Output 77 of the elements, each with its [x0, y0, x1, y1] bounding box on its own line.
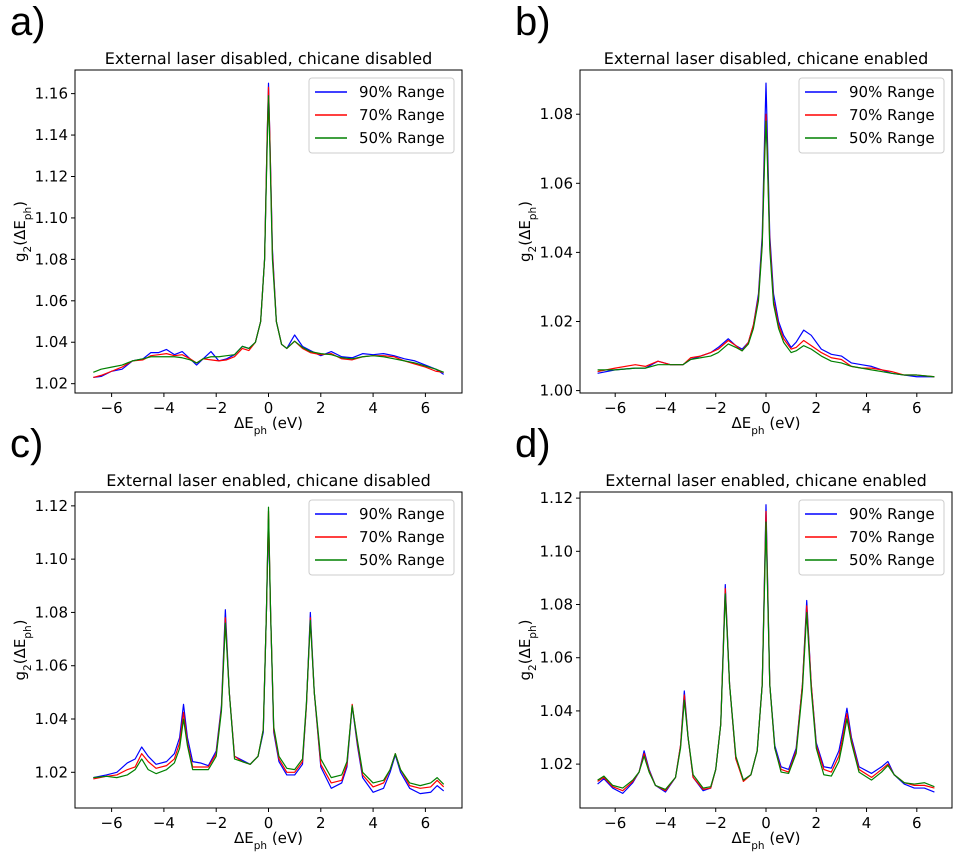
chart-title: External laser enabled, chicane enabled — [605, 471, 927, 490]
x-tick-label: −6 — [604, 399, 626, 417]
x-tick-label: −4 — [152, 814, 175, 832]
legend-label: 90% Range — [359, 83, 445, 101]
legend-label: 70% Range — [359, 106, 445, 124]
y-tick-label: 1.04 — [540, 702, 573, 720]
y-tick-label: 1.06 — [34, 292, 68, 310]
x-tick-label: 6 — [912, 399, 922, 417]
x-tick-label: 2 — [811, 814, 822, 832]
x-tick-label: −6 — [100, 399, 123, 417]
text: b) — [515, 0, 551, 44]
x-tick-label: 0 — [264, 814, 274, 832]
y-tick-label: 1.02 — [34, 763, 68, 782]
legend-label: 90% Range — [849, 505, 935, 523]
y-tick-label: 1.10 — [540, 542, 573, 560]
x-tick-label: 4 — [368, 399, 378, 417]
x-tick-label: 4 — [862, 399, 872, 417]
x-tick-label: 0 — [264, 399, 274, 417]
x-tick-label: −2 — [205, 814, 228, 832]
x-tick-label: 2 — [811, 399, 822, 417]
y-tick-label: 1.12 — [540, 489, 573, 508]
y-tick-label: 1.14 — [34, 126, 68, 144]
text: c) — [10, 422, 44, 466]
y-tick-label: 1.10 — [34, 208, 68, 227]
x-tick-label: 6 — [420, 814, 430, 832]
x-axis-title: ΔE$_{ph}$ (eV) — [731, 829, 801, 852]
x-tick-label: 6 — [912, 814, 922, 832]
legend-label: 50% Range — [359, 129, 445, 147]
x-tick-label: 4 — [368, 814, 378, 832]
y-tick-label: 1.12 — [34, 496, 68, 515]
x-tick-label: 2 — [316, 814, 326, 832]
legend-label: 50% Range — [849, 129, 935, 147]
text: a) — [10, 0, 46, 44]
y-tick-label: 1.16 — [34, 84, 68, 103]
y-tick-label: 1.08 — [34, 250, 68, 268]
x-tick-label: 4 — [862, 814, 872, 832]
x-axis-title: ΔE$_{ph}$ (eV) — [731, 414, 801, 437]
y-tick-label: 1.12 — [34, 167, 68, 186]
y-tick-label: 1.08 — [34, 603, 68, 622]
x-tick-label: −2 — [205, 399, 228, 417]
legend-label: 90% Range — [849, 83, 935, 101]
y-tick-label: 1.02 — [34, 374, 68, 393]
text: d) — [515, 422, 551, 466]
chart-title: External laser disabled, chicane disabled — [104, 49, 432, 68]
x-tick-label: 0 — [761, 814, 771, 832]
legend-label: 50% Range — [359, 551, 445, 569]
x-axis-title: ΔE$_{ph}$ (eV) — [234, 414, 304, 437]
y-tick-label: 1.02 — [540, 312, 573, 330]
legend-label: 70% Range — [849, 106, 935, 124]
legend-label: 70% Range — [849, 528, 935, 546]
y-tick-label: 1.04 — [540, 243, 573, 262]
y-tick-label: 1.02 — [540, 755, 573, 774]
legend-label: 50% Range — [849, 551, 935, 569]
chart-title: External laser enabled, chicane disabled — [106, 471, 431, 490]
x-tick-label: −6 — [604, 814, 626, 832]
x-tick-label: −4 — [152, 399, 175, 417]
y-tick-label: 1.04 — [34, 333, 68, 352]
y-tick-label: 1.06 — [540, 648, 573, 667]
x-tick-label: −4 — [654, 399, 677, 417]
x-tick-label: 6 — [420, 399, 430, 417]
y-tick-label: 1.10 — [34, 550, 68, 568]
y-tick-label: 1.06 — [34, 656, 68, 675]
x-tick-label: 0 — [761, 399, 771, 417]
x-tick-label: 2 — [316, 399, 326, 417]
y-tick-label: 1.08 — [540, 105, 573, 124]
y-tick-label: 1.04 — [34, 710, 68, 728]
x-tick-label: −4 — [654, 814, 677, 832]
legend-label: 90% Range — [359, 505, 445, 523]
y-tick-label: 1.08 — [540, 596, 573, 614]
x-tick-label: −2 — [704, 399, 727, 417]
x-axis-title: ΔE$_{ph}$ (eV) — [234, 829, 304, 852]
chart-title: External laser disabled, chicane enabled — [604, 49, 928, 68]
x-tick-label: −6 — [100, 814, 123, 832]
legend-label: 70% Range — [359, 528, 445, 546]
y-tick-label: 1.00 — [540, 382, 573, 400]
y-tick-label: 1.06 — [540, 174, 573, 192]
x-tick-label: −2 — [704, 814, 727, 832]
